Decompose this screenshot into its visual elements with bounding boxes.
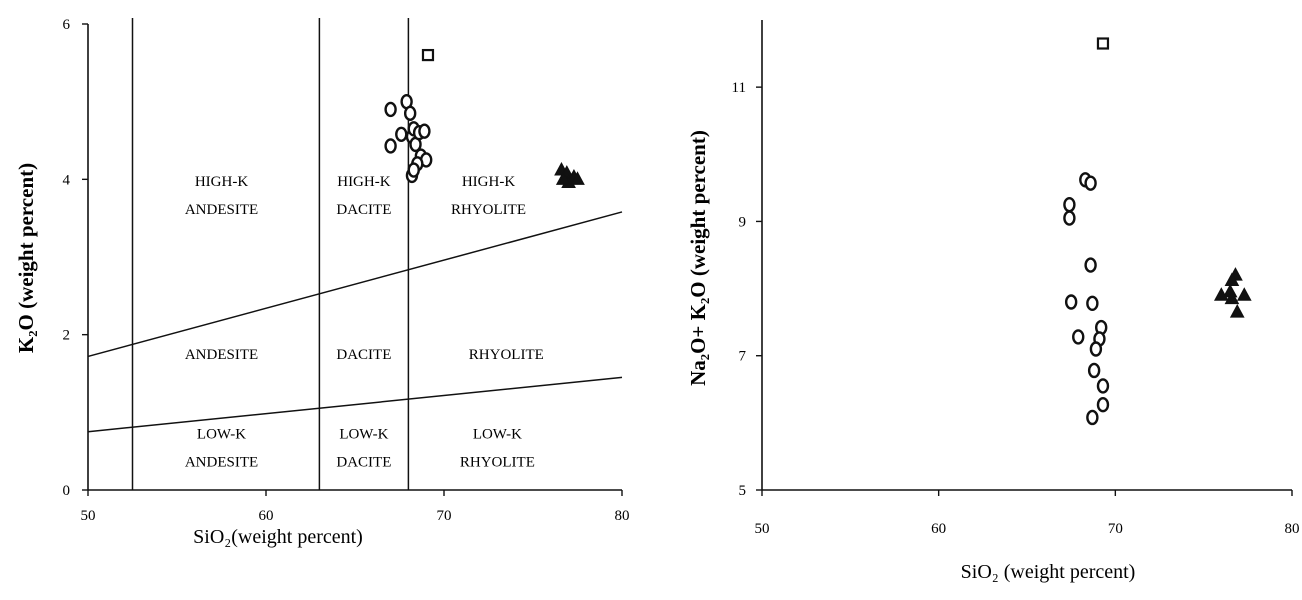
circle-data-point [1063,196,1076,213]
x-axis-label: SiO₂ (weight percent) [961,561,1136,583]
field-label: ANDESITE [185,454,258,470]
circle-data-point [1096,378,1110,394]
triangle-data-point [1213,287,1229,301]
triangle-data-point [1236,287,1252,301]
circle-data-point [1063,210,1076,226]
field-label: DACITE [336,202,391,218]
field-label: HIGH-K [337,174,390,190]
field-label: ANDESITE [185,347,258,363]
square-data-point [421,48,435,62]
circle-data-point [418,123,431,139]
triangle-data-point [555,171,571,185]
field-label: RHYOLITE [451,202,526,218]
square-data-point [1096,37,1110,50]
field-label: DACITE [336,347,391,363]
field-label: DACITE [336,454,391,470]
x-tick-label: 60 [259,508,274,524]
y-tick-label: 5 [739,483,747,499]
field-label: RHYOLITE [469,347,544,363]
circle-data-point [1089,341,1103,357]
x-tick-label: 60 [931,521,946,537]
circle-data-point [384,138,397,154]
field-label: LOW-K [473,426,522,442]
field-label: ANDESITE [185,202,258,218]
circle-data-point [1086,295,1099,312]
field-label: HIGH-K [462,174,515,190]
field-boundary-line [87,376,623,433]
y-tick-label: 6 [63,17,71,33]
triangle-data-point [570,171,585,185]
triangle-data-point [1224,272,1240,287]
triangle-data-point [1224,290,1240,305]
circle-data-point [1072,329,1085,345]
x-tick-label: 70 [1108,521,1123,537]
circle-data-point [403,105,417,122]
x-tick-label: 80 [615,508,630,524]
x-tick-label: 50 [755,521,770,537]
alkali-silica-plot: 50 60 70 80 5 7 9 11 SiO₂ (weight percent) Na₂O+ … [686,20,1300,583]
circle-data-point [1084,257,1097,273]
y-tick-label: 11 [732,80,746,96]
field-boundary-line [87,211,623,358]
circle-data-point [1096,397,1110,413]
field-label: HIGH-K [195,174,248,190]
y-tick-label: 9 [739,214,747,230]
circle-data-point [1087,362,1101,379]
circle-data-point [1084,175,1097,191]
circle-data-point [1064,294,1078,310]
field-label: LOW-K [197,426,246,442]
y-tick-label: 2 [63,328,71,344]
y-tick-label: 4 [63,172,71,188]
field-label: RHYOLITE [460,454,535,470]
circle-data-point [384,101,397,118]
circle-data-point [1086,409,1099,426]
x-tick-label: 50 [81,508,96,524]
k2o-silica-plot: 50 60 70 80 0 2 4 6 SiO₂(weight percent) K₂O (wei… [14,17,630,548]
field-label: LOW-K [339,426,388,442]
y-axis-label: K₂O (weight percent) [14,163,38,353]
triangle-data-point [1229,304,1245,318]
x-axis-label: SiO₂(weight percent) [193,526,363,548]
circle-data-point [407,162,420,178]
y-tick-label: 0 [63,483,71,499]
x-tick-label: 70 [437,508,452,524]
x-tick-label: 80 [1285,521,1300,537]
y-tick-label: 7 [739,349,747,365]
y-axis-label: Na₂O+ K₂O (weight percent) [686,130,710,386]
circle-data-point [395,126,408,142]
